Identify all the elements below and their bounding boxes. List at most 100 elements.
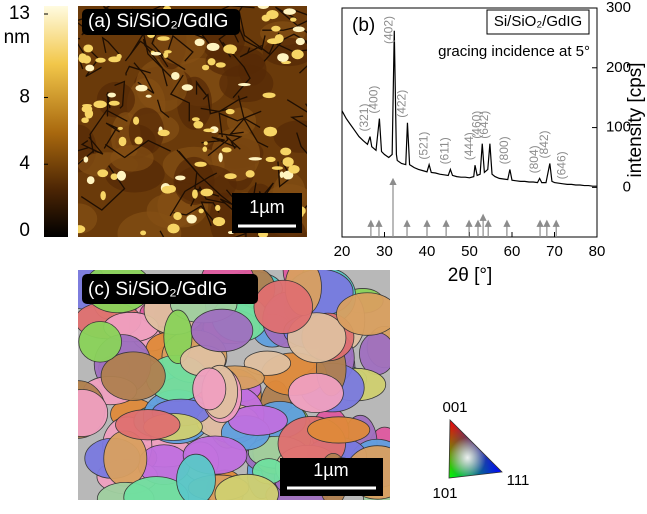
grain [215, 474, 279, 509]
grain [177, 454, 216, 505]
x-tick-label: 20 [334, 243, 351, 260]
peak-label: (521) [416, 132, 430, 160]
bright-grain [192, 117, 200, 121]
bright-grain [151, 52, 161, 56]
bright-grain [135, 137, 143, 145]
y-tick-label: 300 [606, 0, 631, 16]
grain-shade [117, 212, 181, 256]
bright-grain [202, 65, 209, 71]
bright-grain [224, 173, 236, 179]
bright-grain [296, 38, 305, 45]
grain-shade [97, 82, 135, 118]
bright-grain [258, 3, 269, 9]
grain [115, 410, 179, 440]
colorbar-tick-label: 4 [19, 153, 30, 174]
bright-grain [195, 39, 205, 46]
grain [56, 389, 108, 436]
bright-grain [266, 157, 276, 162]
bright-grain [231, 51, 235, 54]
bright-grain [95, 58, 105, 63]
figure: (a) Si/SiO₂/GdIG 1µm nm (b) Si/SiO₂/GdIG… [0, 0, 647, 509]
peak-label: (800) [497, 136, 511, 164]
y-tick-label: 200 [606, 59, 631, 76]
peak-label: (611) [438, 137, 452, 164]
y-tick-label: 0 [623, 178, 631, 195]
inset-label: Si/SiO₂/GdIG [494, 13, 582, 30]
bright-grain [109, 101, 120, 106]
bright-grain [208, 58, 216, 65]
peak-label: (422) [395, 90, 409, 118]
bright-grain [182, 84, 193, 90]
bright-grain [100, 191, 105, 200]
x-tick-label: 80 [589, 243, 606, 260]
bright-grain [175, 175, 185, 180]
colorbar-tick-label: 8 [19, 86, 30, 107]
grain [79, 322, 122, 363]
bright-grain [288, 165, 299, 174]
colorbar-tick-label: 0 [19, 220, 30, 241]
bright-grain [263, 92, 276, 98]
bright-grain [216, 62, 226, 67]
x-tick-label: 50 [461, 243, 478, 260]
bright-grain [118, 127, 123, 130]
bright-grain [266, 10, 278, 19]
bright-grain [82, 104, 92, 107]
bright-grain [203, 128, 214, 132]
bright-grain [280, 171, 284, 178]
peak-label: (402) [381, 16, 395, 44]
bright-grain [271, 26, 280, 32]
triangle-label: 001 [442, 399, 467, 416]
bright-grain [293, 26, 305, 32]
bright-grain [249, 157, 263, 160]
triangle-label: 111 [507, 472, 530, 489]
grain [336, 293, 397, 336]
bright-grain [108, 93, 116, 98]
bright-grain [280, 148, 291, 156]
bright-grain [222, 147, 232, 152]
bright-grain [146, 95, 152, 98]
grain [193, 368, 226, 410]
panel-label: (c) Si/SiO₂/GdIG [88, 279, 227, 300]
bright-grain [226, 109, 235, 114]
peak-label: (842) [537, 130, 551, 158]
bright-grain [164, 50, 172, 53]
bright-grain [204, 141, 208, 145]
peak-label: (646) [554, 151, 568, 179]
bright-grain [283, 8, 296, 14]
bright-grain [186, 215, 196, 224]
panel-label: (a) Si/SiO₂/GdIG [88, 11, 228, 32]
colorbar-tick-label: 13 [9, 3, 30, 24]
bright-grain [207, 43, 220, 51]
grain-shade [274, 120, 326, 153]
bright-grain [135, 85, 147, 92]
y-tick-label: 100 [606, 119, 631, 136]
bright-grain [291, 50, 303, 60]
triangle-label: 101 [432, 485, 457, 502]
colorbar [44, 6, 68, 237]
bright-grain [73, 225, 85, 233]
bright-grain [117, 171, 126, 181]
grain [308, 417, 370, 443]
grain [191, 309, 253, 352]
bright-grain [238, 83, 251, 86]
bright-grain [199, 209, 204, 214]
bright-grain [87, 176, 95, 184]
color-triangle-outline [449, 420, 502, 478]
bright-grain [171, 72, 179, 80]
x-tick-label: 70 [546, 243, 563, 260]
bright-grain [223, 44, 237, 53]
scale-bar-label: 1µm [313, 460, 348, 480]
bright-grain [84, 156, 89, 162]
bright-grain [157, 36, 170, 41]
bright-grain [119, 137, 127, 146]
bright-grain [158, 130, 170, 136]
bright-grain [193, 121, 203, 128]
bright-grain [97, 169, 108, 177]
bright-grain [111, 173, 118, 180]
bright-grain [173, 212, 182, 220]
bright-grain [192, 189, 198, 198]
grain-shade [110, 145, 153, 171]
x-tick-label: 40 [419, 243, 436, 260]
bright-grain [246, 170, 255, 177]
bright-grain [277, 53, 289, 62]
